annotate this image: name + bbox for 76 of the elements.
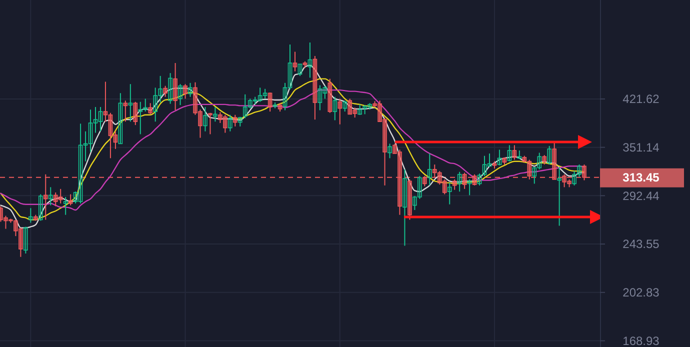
candlestick [108,112,113,159]
candlestick [58,188,63,204]
candlestick [18,227,23,258]
candlestick [378,100,382,122]
candlestick [332,96,338,121]
candlestick [188,82,192,98]
candlestick [4,215,8,230]
candlestick [298,64,302,76]
candlestick [238,116,242,127]
candlestick [512,144,517,160]
candlestick [34,214,38,222]
candlestick [28,208,33,224]
candlestick [53,192,58,207]
candlestick [203,106,208,132]
candlestick [338,98,342,125]
candlestick [123,100,128,122]
y-tick-label: 168.93 [622,334,660,347]
candlestick [178,84,182,106]
candlestick [24,226,28,254]
candlestick [218,112,222,124]
candlestick [268,92,272,112]
y-tick-label: 243.55 [622,237,660,252]
candlestick [133,101,138,126]
y-tick-label: 421.62 [622,92,660,106]
candlestick [507,144,512,162]
candlestick [352,107,357,118]
candlestick [193,82,198,116]
candlestick [63,196,68,216]
candlestick [292,51,298,72]
candlestick [502,156,507,166]
candlestick [208,112,212,135]
candlestick [183,84,188,100]
candlestick [163,85,168,98]
candlestick [118,92,123,144]
candlestick [358,104,362,116]
candlestick [342,100,348,112]
candlestick [173,62,178,111]
candlestick [457,171,462,192]
candlestick [372,100,377,108]
candlestick [392,143,397,154]
candlestick [38,194,43,222]
candlestick [557,166,562,226]
candlestick [228,114,232,132]
candlestick [547,145,552,166]
candlestick [48,186,53,206]
candlestick [428,153,432,186]
candlestick [233,114,238,127]
y-tick-label: 202.83 [622,286,660,300]
y-tick-label: 351.14 [622,140,660,155]
candlestick [477,173,482,186]
candlestick [113,130,118,150]
candlestick [328,78,332,114]
candlestick [497,149,502,166]
candlestick [278,102,282,112]
candlestick [68,194,73,206]
candlestick [168,72,172,104]
candlestick [388,143,392,159]
candlestick [128,84,133,122]
candlestick [522,155,527,163]
candlestick [223,114,228,134]
y-tick-label: 292.44 [622,188,660,203]
candlestick [213,106,218,122]
candlestick [148,102,153,115]
candlestick [442,178,447,195]
candlestick [302,60,308,68]
ref-line-label: 313.45 [622,170,660,185]
candlestick [467,178,472,196]
candlestick [402,168,407,246]
candlestick [312,55,318,120]
candlestick [308,42,312,78]
candlestick [198,109,202,138]
candlestick [348,98,352,115]
candlestick [542,154,547,166]
candlestick [103,81,108,122]
candlestick [447,182,452,205]
candlestick [14,219,18,237]
